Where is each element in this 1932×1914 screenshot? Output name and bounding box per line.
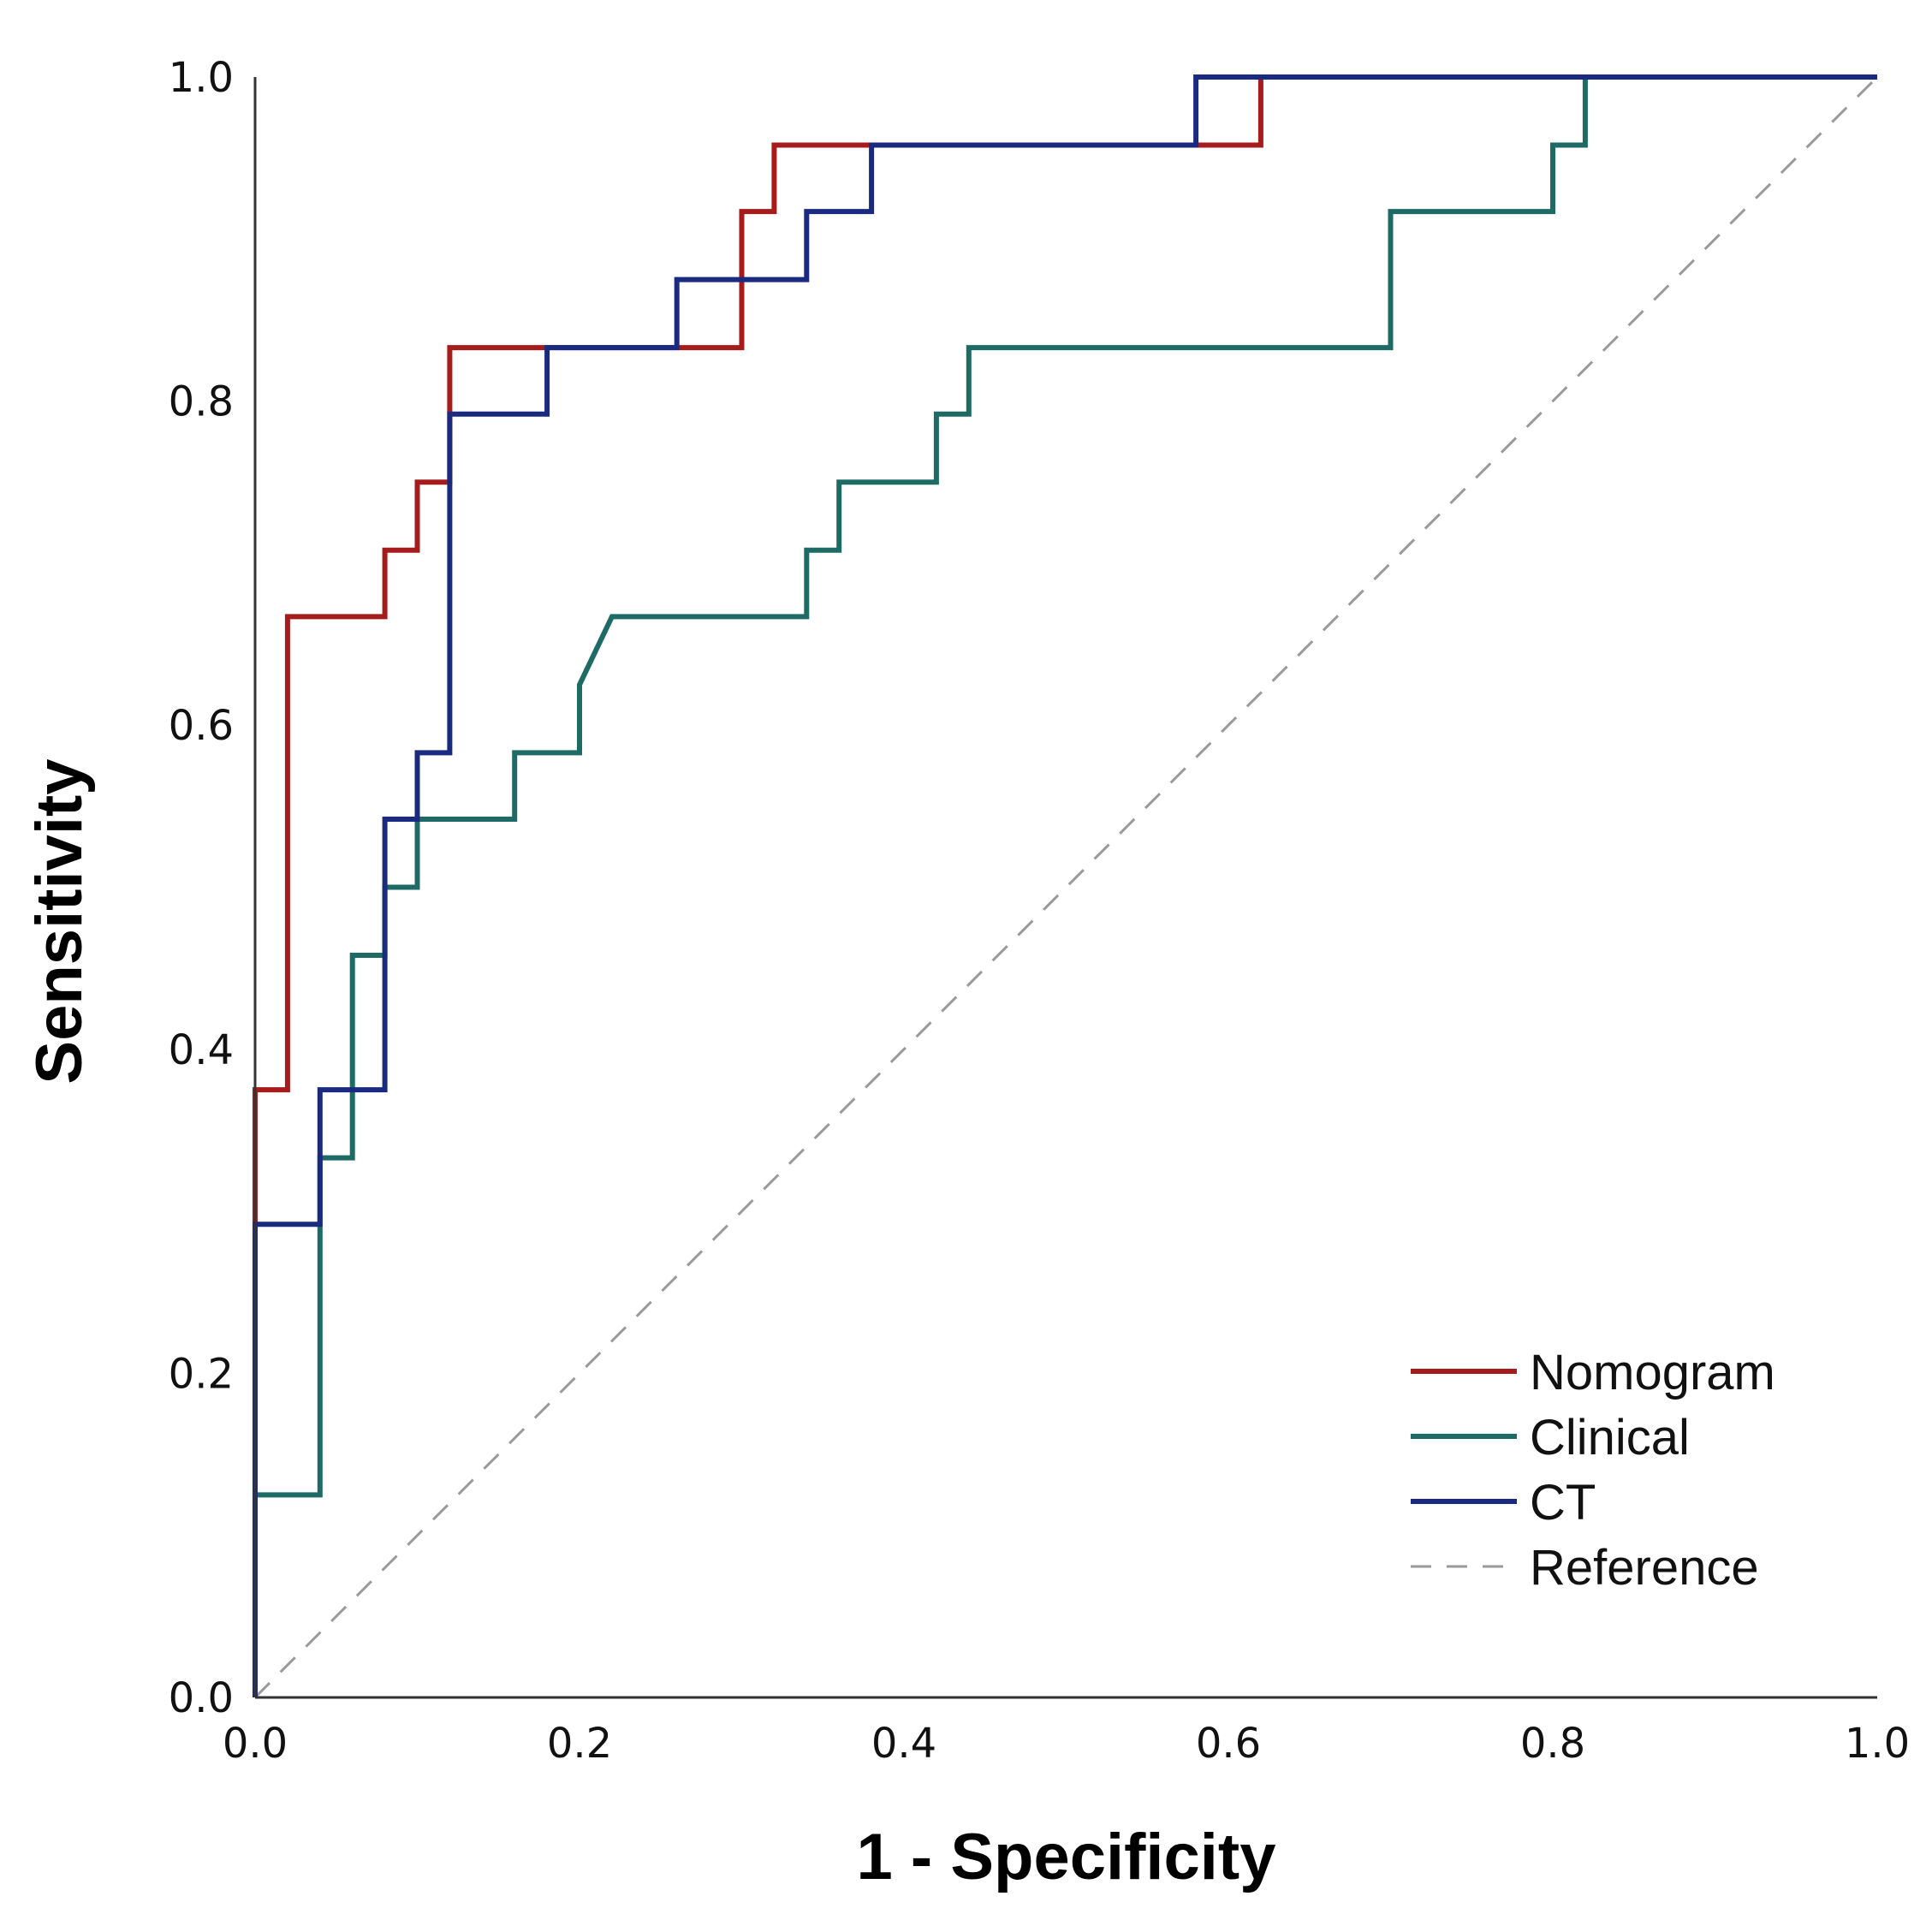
legend-label-ct: CT bbox=[1530, 1475, 1596, 1531]
y-tick-label: 0.4 bbox=[169, 1026, 234, 1074]
series-line-reference bbox=[253, 75, 1879, 1699]
legend-label-nomogram: Nomogram bbox=[1530, 1345, 1775, 1400]
legend-item-nomogram: Nomogram bbox=[1411, 1345, 1775, 1400]
x-tick-label: 0.6 bbox=[1196, 1720, 1261, 1768]
legend-item-ct: CT bbox=[1411, 1475, 1596, 1531]
axes bbox=[253, 77, 1877, 1699]
legend-label-reference: Reference bbox=[1530, 1540, 1759, 1596]
x-tick-label: 0.4 bbox=[871, 1720, 936, 1768]
series-line-ct bbox=[253, 74, 1877, 1697]
y-tick-label: 0.0 bbox=[169, 1674, 234, 1722]
x-axis-title: 1 - Specificity bbox=[857, 1821, 1276, 1893]
y-ticks: 0.0 0.2 0.4 0.6 0.8 1.0 bbox=[169, 54, 234, 1722]
legend-item-clinical: Clinical bbox=[1411, 1410, 1690, 1465]
x-tick-label: 0.8 bbox=[1520, 1720, 1585, 1768]
x-tick-label: 1.0 bbox=[1845, 1720, 1910, 1768]
series-line-clinical bbox=[253, 74, 1877, 1697]
legend-item-reference: Reference bbox=[1411, 1540, 1759, 1596]
y-tick-label: 0.2 bbox=[169, 1350, 234, 1398]
y-axis-title: Sensitivity bbox=[23, 758, 96, 1084]
y-tick-label: 0.6 bbox=[169, 702, 234, 750]
x-ticks: 0.0 0.2 0.4 0.6 0.8 1.0 bbox=[223, 1720, 1910, 1768]
legend-label-clinical: Clinical bbox=[1530, 1410, 1690, 1465]
x-tick-label: 0.2 bbox=[547, 1720, 612, 1768]
legend: Nomogram Clinical CT Reference bbox=[1411, 1345, 1775, 1596]
y-tick-label: 0.8 bbox=[169, 378, 234, 426]
y-tick-label: 1.0 bbox=[169, 54, 234, 102]
x-tick-label: 0.0 bbox=[223, 1720, 288, 1768]
plot-lines bbox=[253, 74, 1879, 1699]
